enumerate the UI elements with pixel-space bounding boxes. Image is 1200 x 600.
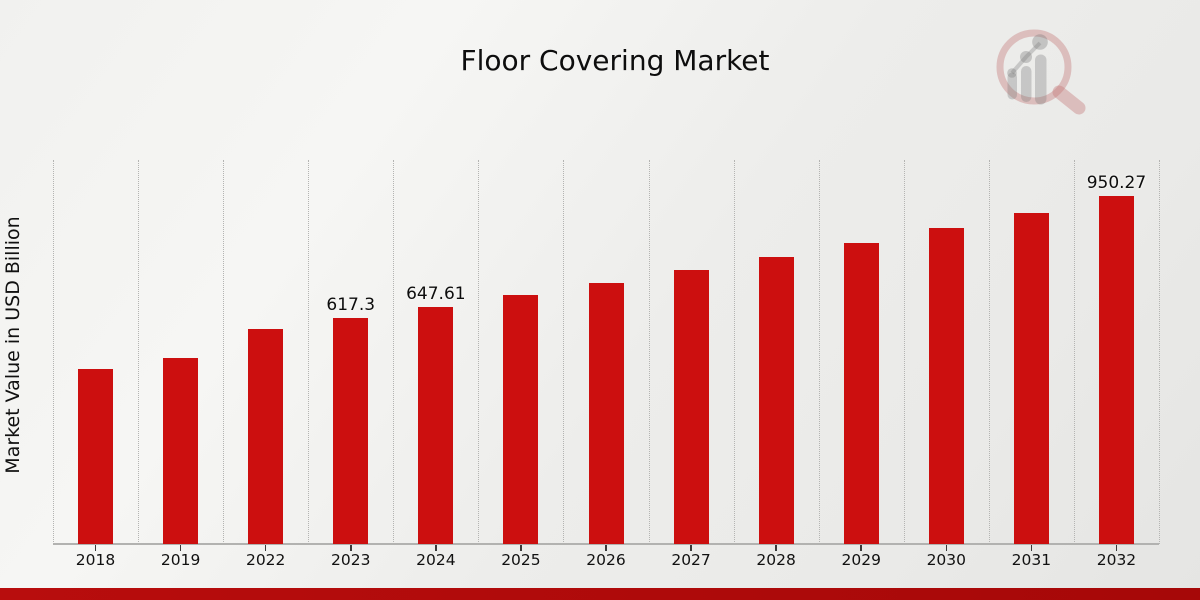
- x-tick-label-2032: 2032: [1096, 551, 1137, 569]
- bar-2023: [333, 318, 369, 544]
- bar-2024: [418, 307, 454, 544]
- gridline: [563, 159, 565, 544]
- gridline: [818, 159, 820, 544]
- x-tick-label-2028: 2028: [756, 551, 796, 569]
- x-tick-label-2029: 2029: [841, 551, 881, 569]
- bar-2022: [248, 328, 284, 544]
- bar-2028: [758, 256, 794, 544]
- x-axis-tick: [775, 545, 777, 551]
- footer-red-band: [0, 588, 1200, 600]
- bar-2032: [1098, 196, 1134, 544]
- x-axis-line: [53, 543, 1159, 545]
- gridline: [1159, 159, 1160, 544]
- x-axis-tick: [945, 545, 948, 551]
- gridline: [648, 159, 650, 544]
- x-axis-tick: [520, 545, 522, 551]
- x-tick-label-2030: 2030: [926, 551, 967, 569]
- x-axis-tick: [94, 545, 97, 551]
- x-tick-label-2027: 2027: [671, 551, 711, 569]
- gridline: [308, 159, 310, 544]
- x-axis-tick: [264, 545, 267, 551]
- gridline: [393, 159, 395, 544]
- bar-2019: [163, 358, 199, 544]
- gridline: [223, 159, 225, 544]
- bar-value-label-2024: 647.61: [406, 284, 466, 305]
- magnifier-bar-chart-logo-icon: [996, 29, 1086, 115]
- x-axis-tick: [605, 545, 607, 551]
- bar-2026: [588, 283, 624, 544]
- x-axis-tick: [690, 545, 692, 551]
- x-axis-tick: [1030, 545, 1033, 551]
- x-tick-label-2022: 2022: [245, 551, 286, 569]
- bar-2027: [673, 269, 709, 544]
- gridline: [53, 159, 54, 544]
- x-tick-label-2023: 2023: [331, 551, 371, 569]
- gridline: [733, 159, 735, 544]
- gridline: [988, 159, 990, 544]
- x-tick-label-2031: 2031: [1011, 551, 1052, 569]
- bar-value-label-2023: 617.3: [326, 295, 376, 316]
- x-tick-label-2018: 2018: [75, 551, 116, 569]
- bar-2018: [78, 369, 114, 544]
- x-axis-tick: [435, 545, 437, 551]
- bar-2030: [928, 227, 964, 544]
- bar-2025: [503, 295, 539, 544]
- x-axis-tick: [350, 545, 352, 551]
- chart-title: Floor Covering Market: [460, 44, 770, 77]
- x-axis-tick: [860, 545, 862, 551]
- x-tick-label-2025: 2025: [501, 551, 541, 569]
- bar-2029: [843, 242, 879, 544]
- x-axis-tick: [179, 545, 182, 551]
- gridline: [903, 159, 905, 544]
- gridline: [138, 159, 140, 544]
- gridline: [1073, 159, 1075, 544]
- bar-value-label-2032: 950.27: [1086, 173, 1147, 194]
- gridline: [478, 159, 480, 544]
- x-axis-tick: [1115, 545, 1118, 551]
- x-tick-label-2019: 2019: [160, 551, 201, 569]
- bar-2031: [1013, 212, 1049, 544]
- x-tick-label-2026: 2026: [586, 551, 626, 569]
- x-tick-label-2024: 2024: [416, 551, 456, 569]
